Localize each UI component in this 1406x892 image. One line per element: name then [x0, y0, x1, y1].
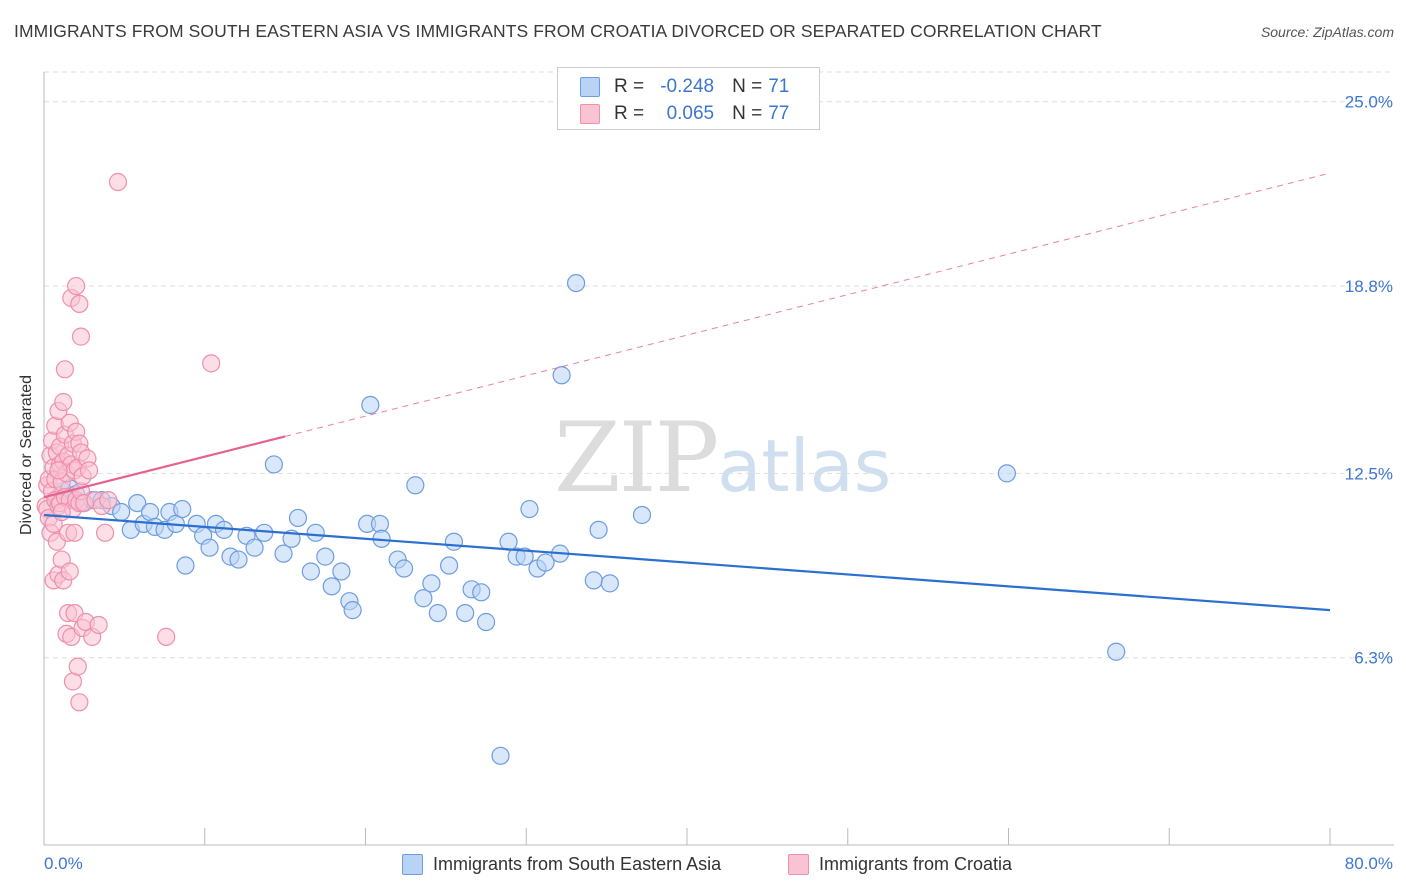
- sea-point: [444, 532, 464, 551]
- croatia-point: [54, 392, 73, 412]
- sea-point: [552, 366, 571, 385]
- legend-row-series2: R = 0.065 N = 77: [580, 101, 798, 127]
- sea-point: [301, 562, 320, 581]
- sea-point: [632, 505, 652, 525]
- sea-point: [406, 476, 425, 495]
- legend-n-value-series1: 71: [768, 76, 790, 97]
- sea-point: [566, 273, 586, 293]
- croatia-point: [70, 693, 89, 712]
- sea-point: [600, 574, 619, 593]
- bottom-legend-series1: Immigrants from South Eastern Asia: [402, 852, 721, 876]
- legend-n-value-series2: 77: [768, 103, 790, 124]
- sea-point: [472, 583, 491, 602]
- chart-title: IMMIGRANTS FROM SOUTH EASTERN ASIA VS IM…: [14, 21, 1102, 41]
- croatia-trend-line-dashed: [285, 172, 1331, 437]
- legend-r-value-series2: 0.065: [666, 103, 715, 124]
- sea-point: [229, 550, 248, 569]
- sea-point: [288, 508, 308, 528]
- sea-point: [361, 395, 380, 415]
- croatia-point: [108, 172, 128, 192]
- sea-trend-line: [43, 513, 1331, 612]
- croatia-point: [89, 615, 108, 635]
- legend-row-series1: R = -0.248 N = 71: [580, 74, 798, 100]
- sea-point: [200, 538, 219, 557]
- sea-point: [456, 603, 475, 623]
- croatia-point: [49, 461, 68, 480]
- sea-point: [173, 499, 192, 519]
- y-tick-label: 12.5%: [1345, 464, 1393, 483]
- watermark-zip: ZIP: [554, 402, 719, 514]
- croatia-point: [68, 657, 87, 676]
- sea-point: [214, 520, 234, 539]
- y-tick-label: 25.0%: [1345, 93, 1393, 112]
- x-tick-label: 80.0%: [1345, 854, 1393, 873]
- sea-point: [264, 455, 283, 474]
- bottom-legend-swatch-series2: [788, 853, 809, 875]
- croatia-point: [70, 294, 89, 313]
- sea-point: [1107, 642, 1126, 661]
- y-tick-label: 6.3%: [1354, 649, 1393, 668]
- bottom-legend-label-series2: Immigrants from Croatia: [819, 853, 1013, 874]
- sea-point: [414, 589, 433, 608]
- sea-point: [322, 577, 341, 596]
- bottom-legend-label-series1: Immigrants from South Eastern Asia: [433, 853, 722, 874]
- sea-point: [589, 520, 608, 539]
- legend-swatch-series1: [580, 77, 600, 97]
- legend-swatch-series2: [580, 104, 600, 124]
- croatia-point: [60, 562, 79, 581]
- legend-r-label: R =: [614, 76, 645, 97]
- croatia-point: [52, 502, 71, 522]
- y-axis-label: Divorced or Separated: [18, 374, 35, 536]
- croatia-point: [65, 523, 84, 542]
- sea-point: [584, 571, 603, 590]
- bottom-legend-swatch-series1: [402, 853, 423, 875]
- legend: R = -0.248 N = 71 R = 0.065 N = 77: [557, 67, 820, 130]
- sea-point: [128, 493, 147, 513]
- sea-point: [476, 612, 496, 632]
- watermark-atlas: atlas: [717, 424, 892, 508]
- sea-point: [536, 553, 555, 572]
- sea-point: [176, 556, 195, 575]
- sea-point: [491, 746, 510, 765]
- croatia-point: [71, 327, 91, 346]
- y-tick-label: 18.8%: [1345, 277, 1393, 296]
- croatia-point: [202, 354, 221, 373]
- croatia-trend-line-solid: [43, 435, 286, 499]
- sea-point: [428, 603, 447, 623]
- sea-point: [997, 464, 1016, 483]
- sea-point: [306, 523, 325, 542]
- sea-point: [343, 601, 362, 620]
- sea-point: [255, 523, 274, 542]
- sea-point: [245, 538, 264, 557]
- croatia-point: [79, 461, 99, 480]
- source-label: Source: ZipAtlas.com: [1260, 24, 1394, 40]
- legend-n-label: N =: [732, 76, 763, 97]
- sea-point: [439, 556, 459, 575]
- legend-r-label: R =: [614, 103, 645, 124]
- sea-point: [274, 544, 293, 563]
- croatia-point: [99, 491, 118, 510]
- legend-r-value-series1: -0.248: [660, 76, 715, 97]
- croatia-point: [67, 276, 86, 296]
- x-tick-label: 0.0%: [44, 854, 83, 873]
- sea-point: [394, 559, 414, 578]
- croatia-point: [157, 627, 176, 646]
- sea-point: [316, 547, 335, 566]
- bottom-legend-series2: Immigrants from Croatia: [788, 852, 1012, 876]
- croatia-point: [55, 360, 74, 379]
- sea-point: [499, 532, 518, 551]
- sea-point: [515, 547, 534, 566]
- sea-point: [422, 574, 441, 593]
- croatia-point: [95, 523, 115, 542]
- sea-point: [332, 562, 351, 581]
- watermark: ZIPatlas: [554, 402, 891, 514]
- legend-n-label: N =: [732, 103, 763, 124]
- sea-point: [112, 502, 131, 522]
- sea-point: [520, 499, 539, 519]
